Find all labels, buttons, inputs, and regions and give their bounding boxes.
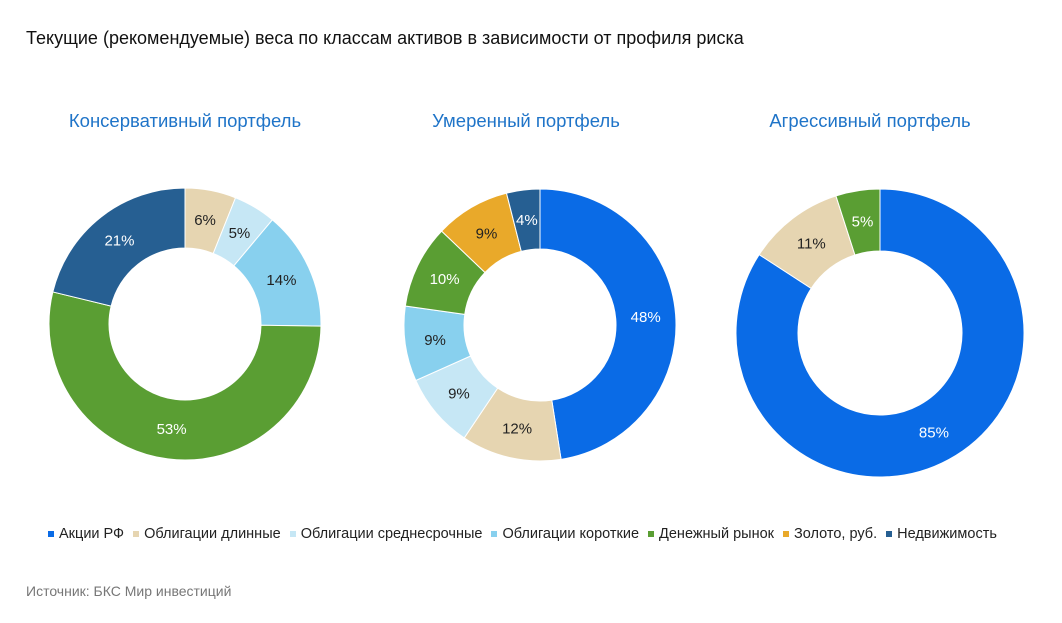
data-label: 12% bbox=[502, 420, 532, 437]
data-label: 5% bbox=[852, 213, 874, 230]
legend-swatch bbox=[48, 531, 54, 537]
legend: Акции РФ Облигации длинные Облигации средн… bbox=[48, 526, 997, 542]
data-label: 5% bbox=[229, 225, 251, 242]
legend-label: Золото, руб. bbox=[794, 526, 878, 542]
donut-slice bbox=[505, 188, 541, 252]
data-label: 10% bbox=[430, 271, 460, 288]
figure-title: Текущие (рекомендуемые) веса по классам … bbox=[26, 28, 744, 48]
legend-label: Облигации короткие bbox=[502, 526, 640, 542]
legend-item: Облигации короткие bbox=[491, 526, 639, 542]
chart-title-conservative: Консервативный портфель bbox=[68, 110, 302, 131]
legend-swatch bbox=[783, 531, 789, 537]
data-label: 85% bbox=[919, 424, 949, 441]
data-label: 4% bbox=[516, 212, 538, 229]
legend-swatch bbox=[289, 531, 296, 537]
legend-label: Облигации среднесрочные bbox=[300, 526, 483, 542]
data-label: 6% bbox=[194, 212, 216, 229]
data-label: 11% bbox=[797, 235, 826, 252]
legend-swatch bbox=[133, 531, 140, 537]
donut-slice bbox=[48, 291, 322, 461]
legend-item: Денежный рынок bbox=[648, 526, 774, 542]
chart-title-aggressive: Агрессивный портфель bbox=[769, 110, 971, 131]
chart-title-moderate: Умеренный портфель bbox=[432, 110, 620, 131]
data-label: 48% bbox=[631, 309, 661, 326]
legend-item: Облигации среднесрочные bbox=[289, 526, 483, 542]
legend-swatch bbox=[491, 531, 498, 537]
data-label: 53% bbox=[157, 421, 187, 438]
donut-slice bbox=[835, 188, 881, 256]
donut-slice bbox=[735, 188, 1025, 478]
data-label: 9% bbox=[476, 225, 498, 242]
donut-slice bbox=[52, 187, 186, 307]
legend-item: Золото, руб. bbox=[783, 526, 877, 542]
legend-item: Акции РФ bbox=[48, 526, 124, 542]
donut-slice bbox=[539, 188, 677, 460]
data-label: 21% bbox=[104, 233, 134, 250]
legend-label: Акции РФ bbox=[59, 526, 125, 542]
data-label: 9% bbox=[424, 332, 446, 349]
legend-swatch bbox=[886, 531, 893, 537]
legend-label: Денежный рынок bbox=[659, 526, 774, 542]
data-label: 14% bbox=[266, 272, 296, 289]
legend-item: Недвижимость bbox=[886, 526, 997, 542]
source-note: Источник: БКС Мир инвестиций bbox=[26, 583, 232, 599]
legend-label: Недвижимость bbox=[897, 526, 997, 542]
legend-item: Облигации длинные bbox=[133, 526, 281, 542]
legend-label: Облигации длинные bbox=[144, 526, 281, 542]
data-label: 9% bbox=[448, 385, 470, 402]
legend-swatch bbox=[648, 531, 655, 537]
